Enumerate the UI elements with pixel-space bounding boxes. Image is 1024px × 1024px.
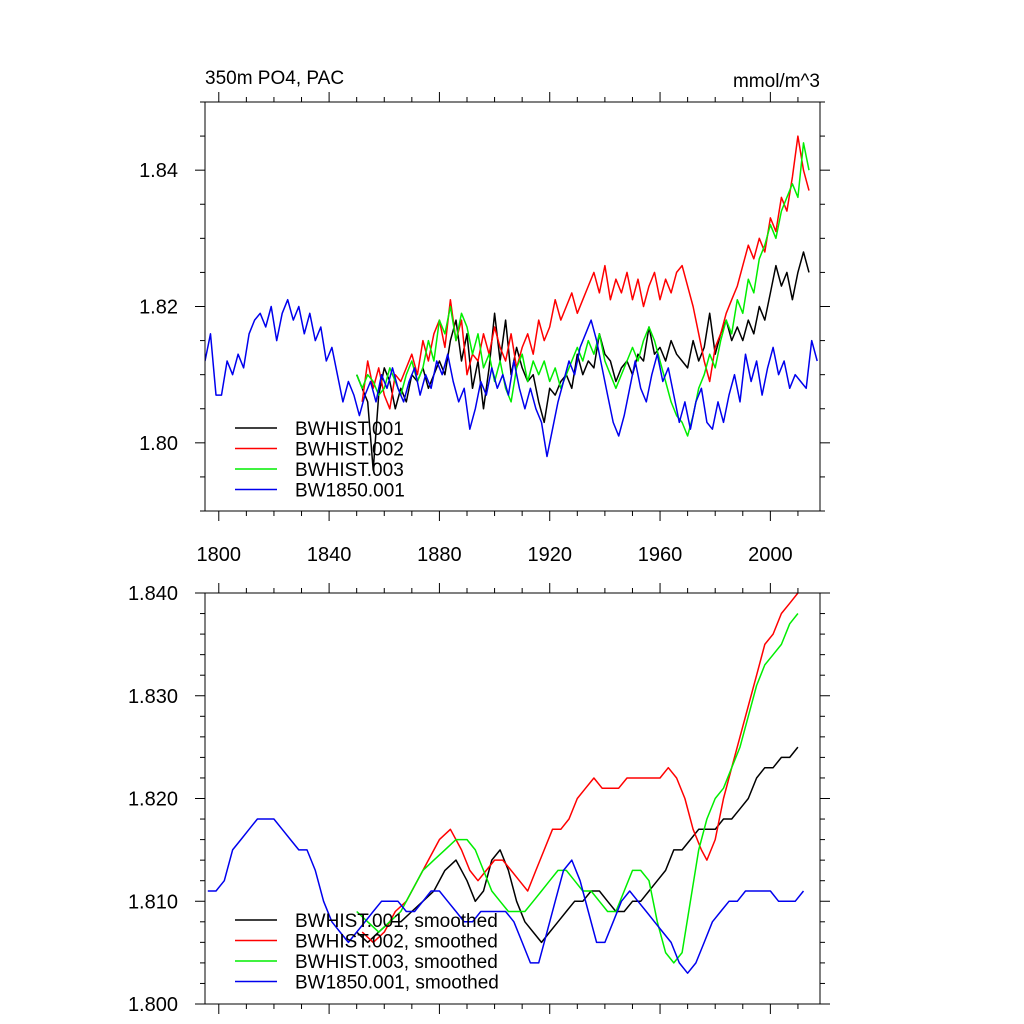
y-tick-label: 1.820 bbox=[128, 789, 178, 811]
x-tick-label: 1880 bbox=[417, 544, 462, 566]
top-panel-units: mmol/m^3 bbox=[733, 71, 820, 92]
top-axes: 1800 1840 1880 1920 1960 2000 1.80 1.82 1.84 bbox=[139, 92, 830, 566]
y-tick-label: 1.840 bbox=[128, 583, 178, 605]
legend-label: BWHIST.002, smoothed bbox=[295, 932, 498, 953]
bottom-series-lines bbox=[207, 593, 805, 974]
bottom-axes: 1.800 1.810 1.820 1.830 1.840 bbox=[128, 583, 830, 1016]
series-line-1 bbox=[356, 251, 810, 471]
series-line-3 bbox=[356, 613, 799, 964]
legend-label: BWHIST.003 bbox=[295, 460, 404, 481]
series-line-2 bbox=[361, 135, 810, 410]
series-line-4 bbox=[205, 298, 818, 458]
y-tick-label: 1.810 bbox=[128, 891, 178, 913]
x-tick-label: 1920 bbox=[527, 544, 572, 566]
legend-label: BW1850.001 bbox=[295, 481, 405, 502]
bottom-panel: 1.800 1.810 1.820 1.830 1.840 BWHIST.001, sm… bbox=[128, 583, 830, 1016]
top-series-lines bbox=[205, 135, 818, 471]
series-line-3 bbox=[356, 142, 810, 437]
y-tick-label: 1.80 bbox=[139, 433, 178, 455]
series-line-2 bbox=[361, 593, 799, 944]
y-tick-label: 1.84 bbox=[139, 160, 178, 182]
top-panel: 350m PO4, PAC mmol/m^3 1800 1840 1880 1920 1… bbox=[139, 68, 830, 566]
legend-label: BWHIST.001 bbox=[295, 419, 404, 440]
y-tick-label: 1.82 bbox=[139, 297, 178, 319]
legend-label: BWHIST.001, smoothed bbox=[295, 911, 498, 932]
y-tick-label: 1.830 bbox=[128, 686, 178, 708]
legend-label: BWHIST.003, smoothed bbox=[295, 952, 498, 973]
x-tick-label: 2000 bbox=[748, 544, 793, 566]
legend-label: BWHIST.002 bbox=[295, 440, 404, 461]
y-tick-label: 1.800 bbox=[128, 994, 178, 1016]
top-panel-title: 350m PO4, PAC bbox=[205, 68, 344, 89]
x-tick-label: 1840 bbox=[307, 544, 352, 566]
x-tick-label: 1960 bbox=[638, 544, 683, 566]
x-tick-label: 1800 bbox=[197, 544, 242, 566]
series-line-4 bbox=[207, 818, 805, 974]
legend-label: BW1850.001, smoothed bbox=[295, 973, 499, 994]
